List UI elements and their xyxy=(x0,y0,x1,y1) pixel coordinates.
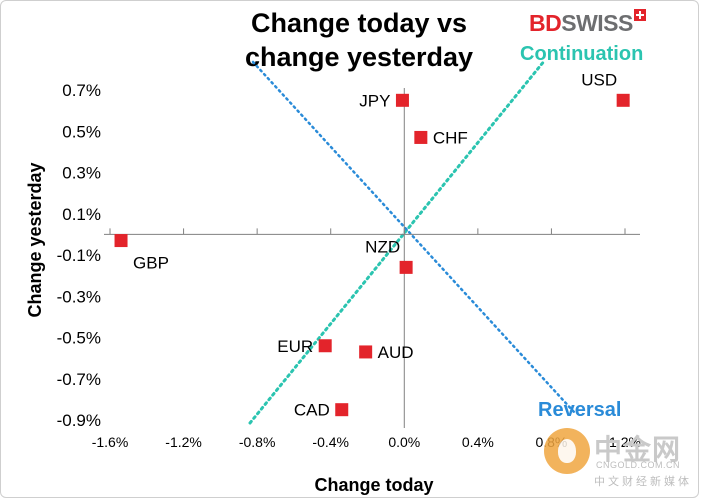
y-tick-label: -0.7% xyxy=(57,370,101,389)
point-label-usd: USD xyxy=(581,70,617,89)
y-tick-label: 0.3% xyxy=(62,164,101,183)
logo-text-gray: SWISS xyxy=(561,10,633,36)
x-tick-label: 0.4% xyxy=(462,434,494,450)
cngold-logo-icon xyxy=(544,428,590,474)
chart-title-line-1: Change today vs xyxy=(251,8,467,38)
point-marker-usd xyxy=(616,93,630,107)
y-tick-label: 0.7% xyxy=(62,81,101,100)
y-tick-label: -0.5% xyxy=(57,329,101,348)
logo-text-red: BD xyxy=(529,10,562,36)
axes xyxy=(104,88,640,428)
y-tick-label: 0.5% xyxy=(62,122,101,141)
point-label-cad: CAD xyxy=(294,401,330,420)
x-tick-label: -1.6% xyxy=(92,434,129,450)
reversal-annotation: Reversal xyxy=(538,399,621,421)
point-label-jpy: JPY xyxy=(359,91,390,110)
y-tick-label: 0.1% xyxy=(62,205,101,224)
watermark-url: CNGOLD.COM.CN xyxy=(596,460,681,470)
guide-lines xyxy=(248,58,576,425)
x-tick-label: -0.8% xyxy=(239,434,276,450)
continuation-annotation: Continuation xyxy=(520,43,643,65)
watermark-brand: 中金网 xyxy=(594,434,682,465)
point-marker-cad xyxy=(335,403,349,417)
point-marker-gbp xyxy=(114,234,128,248)
watermark-tagline: 中文财经新媒体 xyxy=(594,476,692,488)
point-label-aud: AUD xyxy=(378,343,414,362)
x-axis-title: Change today xyxy=(314,475,433,495)
y-axis-title: Change yesterday xyxy=(25,162,45,317)
x-tick-label: -1.2% xyxy=(165,434,202,450)
point-marker-eur xyxy=(318,339,332,353)
point-marker-nzd xyxy=(399,260,413,274)
data-points: USD JPY CHF GBP NZD EUR AUD CAD xyxy=(114,70,630,420)
point-label-eur: EUR xyxy=(277,337,313,356)
y-tick-label: -0.3% xyxy=(57,287,101,306)
cngold-watermark: 中金网 CNGOLD.COM.CN 中文财经新媒体 xyxy=(538,424,698,494)
bdswiss-logo: BDSWISS xyxy=(529,9,646,36)
y-tick-label: -0.1% xyxy=(57,246,101,265)
point-label-nzd: NZD xyxy=(365,237,400,256)
x-tick-label: 0.0% xyxy=(388,434,420,450)
point-label-chf: CHF xyxy=(433,128,468,147)
point-marker-jpy xyxy=(395,93,409,107)
x-tick-label: -0.4% xyxy=(312,434,349,450)
point-label-gbp: GBP xyxy=(133,254,169,273)
point-marker-chf xyxy=(414,130,428,144)
reversal-line xyxy=(251,60,576,414)
y-tick-labels: 0.7% 0.5% 0.3% 0.1% -0.1% -0.3% -0.5% -0.7% -0.9… xyxy=(57,81,101,430)
swiss-cross-icon xyxy=(633,9,646,21)
y-tick-label: -0.9% xyxy=(57,411,101,430)
chart-title-line-2: change yesterday xyxy=(245,42,473,72)
continuation-line xyxy=(248,58,547,425)
point-marker-aud xyxy=(359,345,373,359)
x-tick-label: 1.2% xyxy=(609,434,641,450)
